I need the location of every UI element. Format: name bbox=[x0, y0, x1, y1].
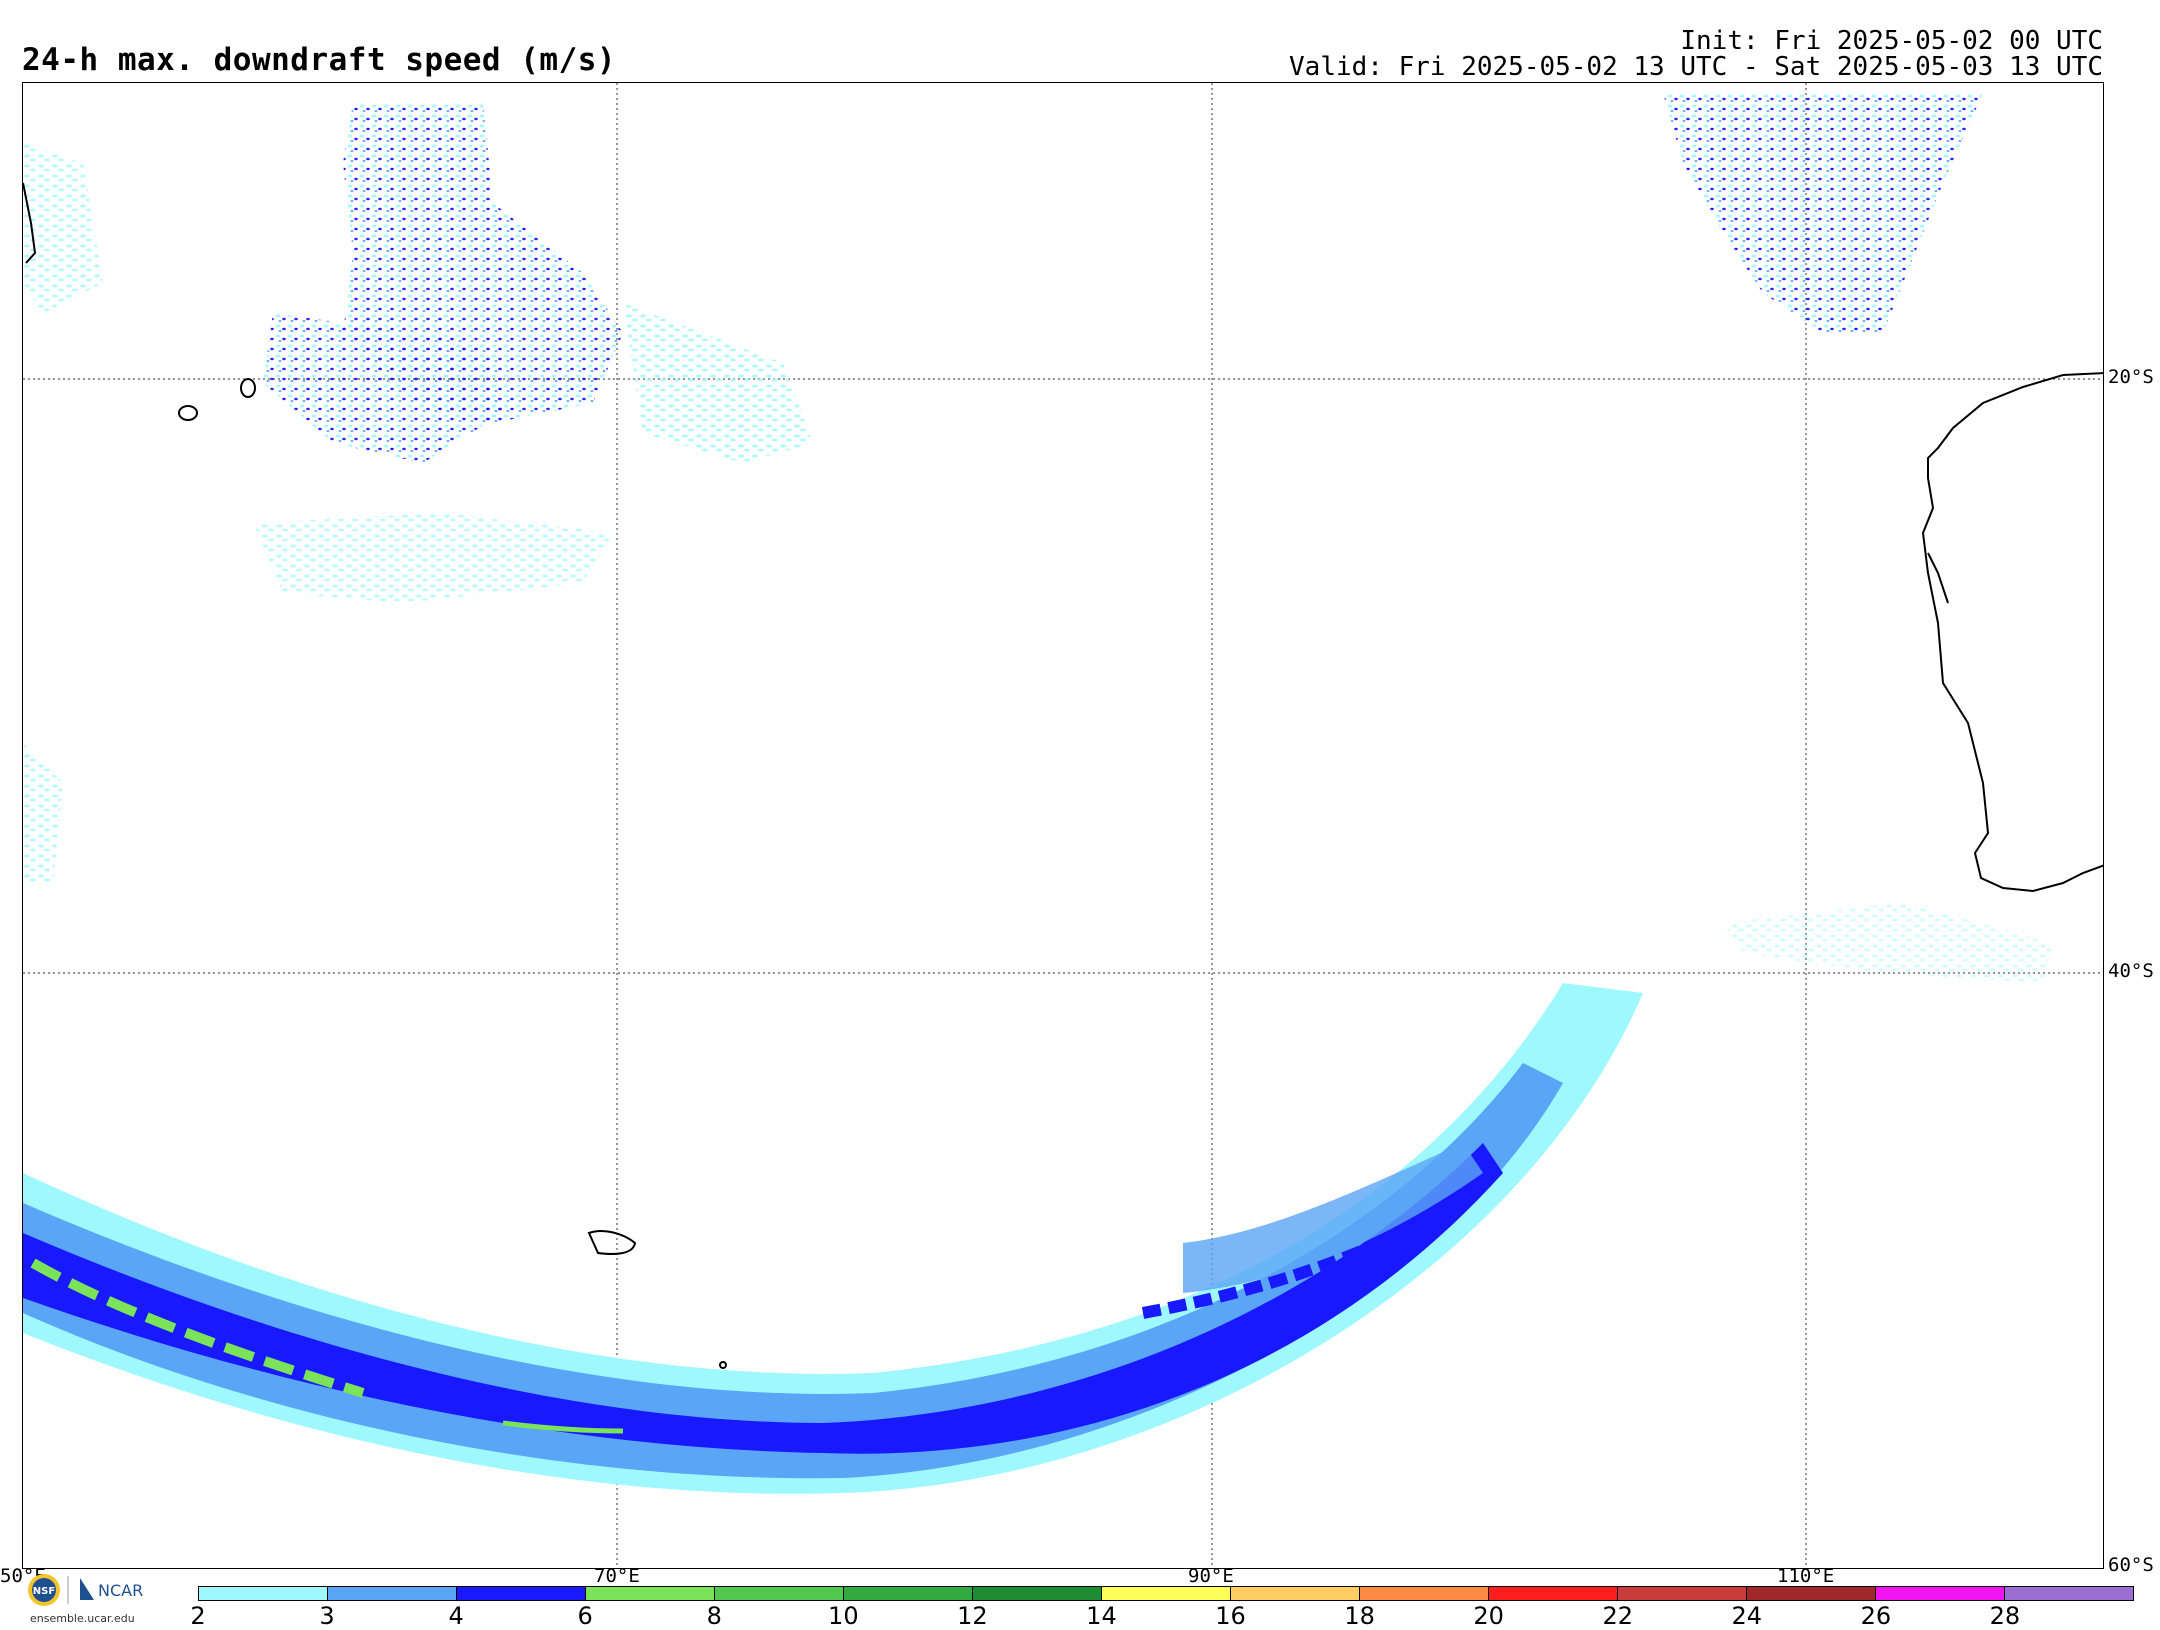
downdraft-band-south bbox=[23, 983, 1643, 1494]
colorbar-segment bbox=[715, 1587, 844, 1600]
colorbar-segment bbox=[199, 1587, 328, 1600]
colorbar-tick-label: 12 bbox=[957, 1602, 988, 1630]
colorbar-segment bbox=[1618, 1587, 1747, 1600]
colorbar-tick-label: 16 bbox=[1215, 1602, 1246, 1630]
coastlines bbox=[23, 182, 2103, 1369]
colorbar-segment bbox=[328, 1587, 457, 1600]
lat-label-20s: 20°S bbox=[2108, 366, 2154, 388]
lon-label-70e: 70°E bbox=[594, 1565, 640, 1587]
colorbar-segment bbox=[1747, 1587, 1876, 1600]
lat-label-60s: 60°S bbox=[2108, 1554, 2154, 1576]
colorbar-segment bbox=[973, 1587, 1102, 1600]
colorbar-tick-label: 6 bbox=[577, 1602, 593, 1630]
valid-time: Init: Fri 2025-05-02 00 UTC Valid: Fri 2… bbox=[1289, 28, 2103, 80]
colorbar-segment bbox=[586, 1587, 715, 1600]
colorbar-tick-label: 2 bbox=[190, 1602, 206, 1630]
svg-text:NSF: NSF bbox=[33, 1586, 55, 1597]
map-canvas bbox=[23, 83, 2103, 1568]
colorbar-segment bbox=[844, 1587, 973, 1600]
colorbar-tick-label: 28 bbox=[1989, 1602, 2021, 1630]
colorbar-tick-label: 8 bbox=[706, 1602, 722, 1630]
map-panel[interactable] bbox=[22, 82, 2104, 1569]
init-time-label: Init: Fri 2025-05-02 00 UTC bbox=[1680, 26, 2103, 56]
svg-text:NCAR: NCAR bbox=[98, 1581, 143, 1600]
colorbar-tick-label: 10 bbox=[828, 1602, 859, 1630]
map-title: 24-h max. downdraft speed (m/s) bbox=[22, 42, 617, 78]
logo-url: ensemble.ucar.edu bbox=[30, 1612, 135, 1625]
colorbar bbox=[198, 1586, 2134, 1601]
downdraft-cluster-north bbox=[23, 93, 2053, 983]
colorbar-tick-label: 3 bbox=[319, 1602, 335, 1630]
colorbar-segment bbox=[1231, 1587, 1360, 1600]
colorbar-tick-label: 14 bbox=[1086, 1602, 1117, 1630]
colorbar-segment bbox=[1876, 1587, 2005, 1600]
colorbar-tick-label: 18 bbox=[1344, 1602, 1375, 1630]
colorbar-tick-label: 26 bbox=[1860, 1602, 1892, 1630]
colorbar-tick-label: 4 bbox=[448, 1602, 464, 1630]
logo-block[interactable]: NSF NCAR bbox=[22, 1572, 157, 1626]
lon-label-90e: 90°E bbox=[1188, 1565, 1234, 1587]
lon-label-110e: 110°E bbox=[1777, 1565, 1835, 1587]
colorbar-tick-label: 20 bbox=[1473, 1602, 1504, 1630]
colorbar-segment bbox=[1102, 1587, 1231, 1600]
colorbar-tick-label: 24 bbox=[1731, 1602, 1763, 1630]
colorbar-segment bbox=[1360, 1587, 1489, 1600]
colorbar-segment bbox=[2005, 1587, 2133, 1600]
valid-time-label: Valid: Fri 2025-05-02 13 UTC - Sat 2025-… bbox=[1289, 52, 2103, 82]
colorbar-segment bbox=[457, 1587, 586, 1600]
colorbar-segment bbox=[1489, 1587, 1618, 1600]
nsf-ncar-logo: NSF NCAR bbox=[28, 1574, 143, 1606]
colorbar-tick-label: 22 bbox=[1602, 1602, 1633, 1630]
lat-label-40s: 40°S bbox=[2108, 960, 2154, 982]
